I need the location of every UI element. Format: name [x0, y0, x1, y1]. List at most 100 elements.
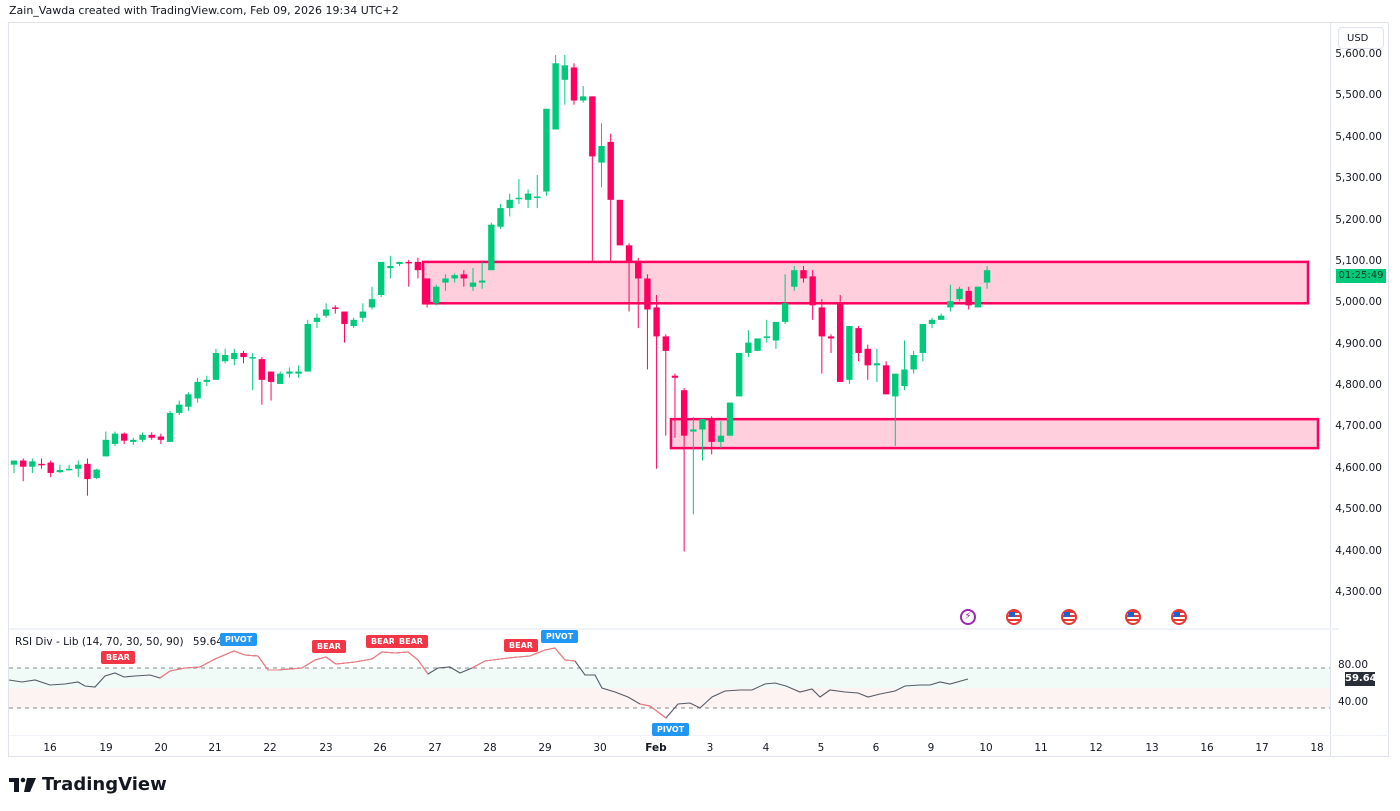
bear-divergence-tag: BEAR: [366, 635, 400, 648]
time-axis-label: 12: [1089, 742, 1103, 754]
candle-body: [736, 352, 743, 397]
candle-body: [442, 278, 449, 283]
candle-body: [29, 461, 36, 467]
tradingview-logo[interactable]: TradingView: [9, 774, 167, 795]
pivot-tag: PIVOT: [652, 723, 690, 736]
candle-body: [304, 323, 311, 372]
time-axis-label: 28: [483, 742, 497, 754]
us-flag-icon[interactable]: [1125, 609, 1141, 625]
candle-body: [827, 336, 835, 339]
pane-separator[interactable]: [9, 628, 1339, 630]
currency-button[interactable]: USD: [1338, 27, 1384, 49]
price-axis-label: 4,400.00: [1335, 544, 1382, 557]
candle-body: [460, 274, 468, 279]
time-axis-label: 13: [1145, 742, 1159, 754]
candle-body: [680, 390, 688, 436]
candle-body: [809, 276, 816, 306]
bear-divergence-tag: BEAR: [504, 639, 538, 652]
time-axis-label: 27: [428, 742, 442, 754]
candle-body: [543, 108, 550, 192]
candle-body: [19, 460, 27, 467]
time-axis-label: Feb: [645, 742, 667, 754]
candle-body: [625, 245, 633, 262]
pivot-tag: PIVOT: [541, 630, 579, 643]
candle-body: [690, 429, 697, 432]
candle-body: [10, 460, 18, 465]
candle-body: [653, 307, 660, 337]
time-axis-label: 4: [762, 742, 770, 754]
bear-divergence-tag: BEAR: [394, 635, 428, 648]
time-axis-label: 26: [373, 742, 387, 754]
time-axis-label: 19: [99, 742, 113, 754]
resistance-zone[interactable]: [421, 260, 1310, 305]
candle-body: [534, 196, 541, 199]
price-axis-label: 5,600.00: [1335, 48, 1382, 60]
candle-body: [598, 146, 605, 163]
us-flag-icon[interactable]: [1171, 609, 1187, 625]
candle-body: [524, 193, 532, 200]
candle-body: [368, 299, 376, 308]
candle-body: [515, 197, 523, 200]
us-flag-icon[interactable]: [1006, 609, 1022, 625]
candle-body: [772, 321, 780, 341]
us-flag-icon[interactable]: [1061, 609, 1077, 625]
time-axis-label: 16: [1200, 742, 1214, 754]
candle-body: [873, 363, 881, 366]
rsi-axis-label: 80.00: [1337, 659, 1368, 671]
candle-body: [47, 462, 54, 473]
candle-body: [120, 433, 128, 441]
time-axis-label: 18: [1310, 742, 1324, 754]
candle-body: [286, 371, 293, 374]
time-axis-label: 10: [979, 742, 993, 754]
candle-body: [313, 317, 321, 322]
candle-body: [745, 342, 752, 353]
candle-body: [414, 261, 422, 271]
rsi-lower-band: [9, 688, 1330, 708]
time-axis-label: 5: [817, 742, 825, 754]
candle-body: [322, 309, 330, 316]
candle-body: [937, 315, 945, 320]
candle-body: [387, 266, 394, 269]
price-axis-label: 4,500.00: [1335, 503, 1382, 516]
candle-body: [901, 369, 908, 387]
candle-body: [258, 359, 266, 380]
candle-body: [791, 270, 798, 287]
price-axis-label: 4,700.00: [1335, 420, 1382, 433]
candle-body: [194, 381, 201, 399]
bar-countdown: 01:25:49: [1336, 269, 1386, 283]
candle-body: [589, 96, 596, 157]
price-axis-divider: [1330, 22, 1331, 757]
candle-body: [469, 282, 477, 287]
candle-body: [65, 468, 73, 471]
rsi-indicator-legend[interactable]: RSI Div - Lib (14, 70, 30, 50, 90) 59.64: [15, 636, 223, 648]
candle-body: [928, 319, 936, 324]
support-zone[interactable]: [669, 417, 1320, 450]
chart-frame: [8, 22, 1389, 757]
tradingview-logo-text: TradingView: [42, 774, 167, 795]
rsi-indicator-title: RSI Div - Lib (14, 70, 30, 50, 90): [15, 636, 184, 648]
candle-body: [130, 439, 137, 442]
candle-body: [699, 419, 706, 430]
candle-body: [231, 352, 238, 360]
candle-body: [570, 67, 578, 101]
time-axis-label: 23: [319, 742, 333, 754]
candle-body: [754, 338, 761, 351]
candle-body: [451, 275, 458, 279]
candle-body: [561, 65, 568, 80]
price-axis-label: 5,300.00: [1335, 172, 1382, 185]
price-axis-label: 5,100.00: [1335, 254, 1382, 267]
rsi-line-oversold: [639, 703, 667, 719]
price-axis-label: 4,800.00: [1335, 379, 1382, 392]
flash-event-icon[interactable]: ⚡: [960, 609, 976, 625]
candle-body: [708, 419, 715, 442]
time-axis-label: 3: [706, 742, 714, 754]
rsi-line-overbought: [471, 647, 576, 669]
candle-body: [974, 286, 982, 308]
candle-body: [240, 352, 247, 358]
candle-body: [919, 323, 927, 353]
time-axis-divider: [9, 735, 1389, 736]
candle-body: [956, 288, 963, 300]
candle-body: [818, 307, 826, 337]
time-axis-label: 9: [927, 742, 935, 754]
